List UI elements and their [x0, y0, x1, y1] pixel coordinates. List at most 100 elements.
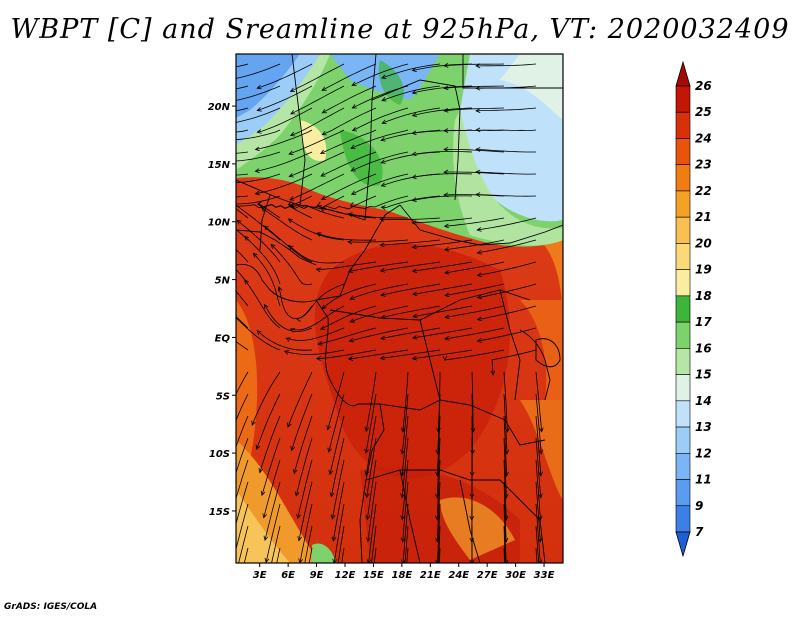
streamline	[380, 349, 441, 359]
map-axes: 20N 15N 10N 5N EQ 5S 10S 15S 3E 6E 9E 12E 15E 18E 21E 2…	[208, 102, 555, 581]
colorbar-segment	[675, 426, 691, 454]
streamline-arrow	[436, 604, 440, 608]
streamline	[352, 107, 409, 132]
streamline	[236, 371, 249, 396]
map-frame	[235, 53, 564, 564]
streamline	[535, 525, 540, 563]
streamline	[476, 107, 537, 112]
streamline-arrow	[189, 190, 193, 194]
streamline	[348, 239, 409, 243]
streamline-arrow	[436, 582, 440, 586]
streamline-arrow	[188, 149, 192, 153]
streamline	[475, 194, 537, 197]
streamline-arrow	[230, 513, 234, 517]
streamline	[503, 547, 505, 563]
streamline-arrow	[443, 63, 449, 68]
colorbar-label: 7	[695, 525, 704, 539]
streamline	[287, 371, 313, 428]
streamline-arrow	[475, 63, 481, 69]
streamline	[476, 171, 537, 175]
streamline-arrow	[321, 86, 327, 91]
streamline-arrow	[221, 138, 225, 142]
streamline	[264, 225, 313, 263]
streamline-arrow	[380, 205, 386, 210]
streamline-arrow	[350, 190, 357, 195]
streamline	[471, 371, 474, 432]
streamline	[236, 85, 281, 101]
streamline	[293, 415, 313, 474]
streamline-arrow	[366, 559, 372, 563]
streamline-arrow	[411, 268, 418, 274]
streamline-arrow	[331, 536, 337, 542]
streamline	[381, 283, 441, 296]
streamline	[350, 305, 409, 323]
streamline	[444, 239, 505, 251]
streamline-arrow	[292, 468, 298, 475]
colorbar-label: 23	[695, 158, 712, 172]
streamline	[296, 283, 345, 320]
streamline	[348, 349, 409, 360]
streamline	[291, 393, 313, 451]
streamline	[322, 107, 377, 135]
streamline-arrow	[380, 335, 386, 341]
streamline-arrow	[231, 535, 235, 539]
streamline	[236, 129, 249, 133]
streamline	[236, 173, 281, 184]
colorbar-segment	[675, 452, 691, 480]
streamline	[380, 261, 441, 272]
streamline-arrow	[300, 581, 304, 585]
lat-label: 10N	[208, 218, 231, 229]
streamline-arrow	[260, 490, 266, 497]
colorbar-label: 18	[695, 289, 712, 303]
streamline-arrow	[316, 201, 323, 207]
grads-credit: GrADS: IGES/COLA	[4, 602, 98, 612]
streamline-arrow	[263, 535, 269, 541]
streamline	[304, 525, 313, 563]
streamline-arrow	[221, 202, 225, 206]
streamline	[299, 503, 313, 563]
streamline-arrow	[256, 129, 262, 134]
streamline-arrow	[443, 192, 449, 198]
colorbar-segment	[675, 295, 691, 323]
streamline	[503, 459, 507, 521]
streamline-arrow	[244, 279, 249, 285]
streamline-arrow	[321, 130, 327, 136]
streamline	[477, 239, 537, 254]
streamline	[236, 341, 249, 351]
streamline-arrow	[490, 370, 496, 376]
streamline	[444, 217, 505, 227]
streamline-arrow	[443, 146, 449, 152]
lon-label: 24E	[448, 570, 469, 581]
streamline	[444, 261, 505, 274]
colorbar-segment	[675, 216, 691, 244]
chart-title: WBPT [C] and Sreamline at 925hPa, VT: 20…	[10, 14, 790, 45]
streamline	[535, 481, 541, 542]
streamline	[332, 481, 345, 542]
streamline-arrow	[538, 449, 544, 455]
colorbar-label: 9	[695, 499, 703, 513]
streamline	[381, 63, 441, 79]
streamline	[288, 245, 345, 264]
streamline-arrow	[476, 338, 482, 343]
streamline	[373, 547, 377, 563]
streamline-arrow	[321, 108, 327, 114]
streamline-arrow	[315, 267, 321, 273]
streamline-arrow	[381, 119, 387, 124]
streamline-arrow	[443, 246, 450, 252]
colorbar-label: 17	[695, 315, 712, 329]
streamline	[368, 503, 377, 563]
streamline	[320, 151, 377, 177]
lon-label: 12E	[335, 570, 356, 581]
streamline	[251, 371, 281, 426]
streamline-arrow	[349, 202, 356, 207]
streamline-arrow	[254, 190, 260, 196]
streamline-arrow	[476, 272, 483, 278]
streamline	[477, 261, 537, 276]
streamline-arrow	[244, 235, 250, 241]
streamline	[412, 217, 473, 224]
streamline	[366, 437, 377, 498]
streamline	[284, 349, 345, 355]
streamline	[443, 63, 505, 67]
colorbar-cap-top	[675, 60, 691, 87]
streamline	[329, 415, 345, 475]
